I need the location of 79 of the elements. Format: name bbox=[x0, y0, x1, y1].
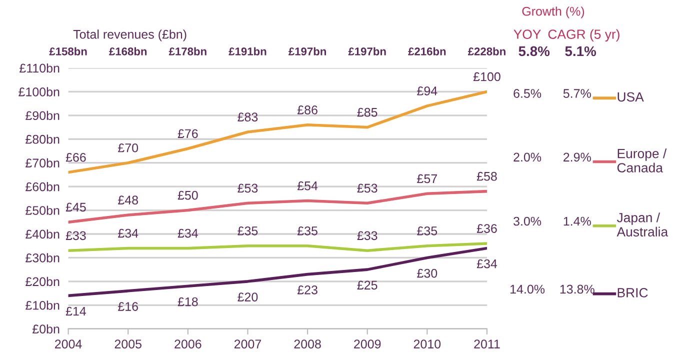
data-label: £58 bbox=[476, 172, 497, 181]
text: 2.9% bbox=[564, 152, 591, 162]
x-tick-label: 2007 bbox=[234, 340, 262, 348]
legend-label: Europe / Canada bbox=[617, 148, 667, 172]
data-label: £34 bbox=[476, 259, 498, 268]
x-tick-label: 2010 bbox=[414, 340, 441, 348]
text: £168bn bbox=[109, 47, 147, 56]
y-tick-label: £40bn bbox=[26, 229, 60, 239]
data-label: £16 bbox=[118, 302, 138, 311]
text: 13.8% bbox=[560, 284, 594, 294]
text: £197bn bbox=[288, 47, 326, 56]
data-label: £34 bbox=[178, 228, 198, 238]
data-label: £53 bbox=[238, 184, 258, 193]
text: 2.0% bbox=[514, 152, 542, 162]
data-label: £20 bbox=[238, 292, 258, 302]
y-tick-label: £70bn bbox=[26, 158, 60, 168]
y-tick-label: £50bn bbox=[26, 206, 60, 215]
legend-label: Japan / Australia bbox=[616, 212, 668, 236]
data-label: £94 bbox=[417, 86, 438, 96]
text: 5.7% bbox=[563, 89, 591, 98]
data-label: £48 bbox=[118, 196, 138, 204]
x-tick-label: 2005 bbox=[114, 340, 142, 348]
data-label: £100 bbox=[473, 72, 500, 82]
text: 3.0% bbox=[514, 216, 542, 226]
data-label: £35 bbox=[297, 226, 318, 236]
data-label: £35 bbox=[417, 226, 438, 236]
data-label: £25 bbox=[357, 280, 378, 290]
text: £216bn bbox=[408, 47, 446, 56]
text: £228bn bbox=[468, 47, 506, 56]
text: 5.1% bbox=[565, 46, 596, 56]
y-tick-label: £0bn bbox=[32, 324, 60, 334]
text: 14.0% bbox=[510, 284, 545, 294]
data-label: £30 bbox=[417, 268, 438, 278]
data-label: £76 bbox=[178, 129, 198, 138]
y-tick-label: £60bn bbox=[26, 182, 60, 192]
data-label: £33 bbox=[357, 231, 378, 240]
data-label: £53 bbox=[357, 184, 378, 193]
data-label: £50 bbox=[178, 190, 198, 200]
y-tick-label: £100bn bbox=[18, 87, 60, 96]
data-label: £34 bbox=[118, 228, 138, 238]
data-label: £36 bbox=[476, 224, 497, 233]
y-tick-label: £80bn bbox=[26, 134, 60, 144]
y-tick-label: £30bn bbox=[26, 253, 60, 262]
x-tick-label: 2008 bbox=[294, 340, 321, 348]
x-tick-label: 2004 bbox=[55, 340, 82, 348]
data-label: £54 bbox=[297, 181, 318, 190]
data-label: £66 bbox=[66, 152, 86, 162]
x-tick-label: 2011 bbox=[474, 340, 500, 348]
y-tick-label: £10bn bbox=[26, 300, 60, 310]
text: £197bn bbox=[348, 47, 386, 56]
text: £158bn bbox=[49, 47, 87, 56]
data-label: £83 bbox=[238, 112, 258, 122]
text: Growth (%) bbox=[522, 6, 584, 18]
data-label: £18 bbox=[178, 297, 198, 306]
data-label: £57 bbox=[417, 174, 437, 184]
data-label: £45 bbox=[66, 202, 86, 212]
data-label: £35 bbox=[238, 226, 258, 236]
x-tick-label: 2006 bbox=[174, 340, 202, 348]
data-label: £70 bbox=[118, 143, 138, 152]
y-tick-label: £110bn bbox=[20, 63, 60, 73]
text: 5.8% bbox=[518, 46, 550, 56]
text: £191bn bbox=[228, 47, 266, 56]
text: 6.5% bbox=[514, 89, 542, 98]
y-tick-label: £90bn bbox=[26, 110, 60, 120]
line-series bbox=[68, 242, 487, 252]
x-tick-label: 2009 bbox=[354, 340, 381, 348]
data-label: £85 bbox=[357, 108, 378, 117]
text: YOY bbox=[514, 30, 541, 39]
data-label: £33 bbox=[66, 231, 86, 240]
chart-title: Total revenues (£bn) bbox=[73, 30, 186, 42]
data-label: £23 bbox=[297, 285, 318, 294]
text: £178bn bbox=[168, 47, 206, 56]
data-label: £86 bbox=[297, 106, 318, 114]
text: CAGR (5 yr) bbox=[548, 29, 620, 42]
legend-label: BRIC bbox=[618, 288, 648, 298]
text: 1.4% bbox=[564, 216, 591, 226]
legend-label: USA bbox=[618, 92, 644, 102]
data-label: £14 bbox=[66, 306, 86, 316]
y-tick-label: £20bn bbox=[26, 276, 60, 286]
